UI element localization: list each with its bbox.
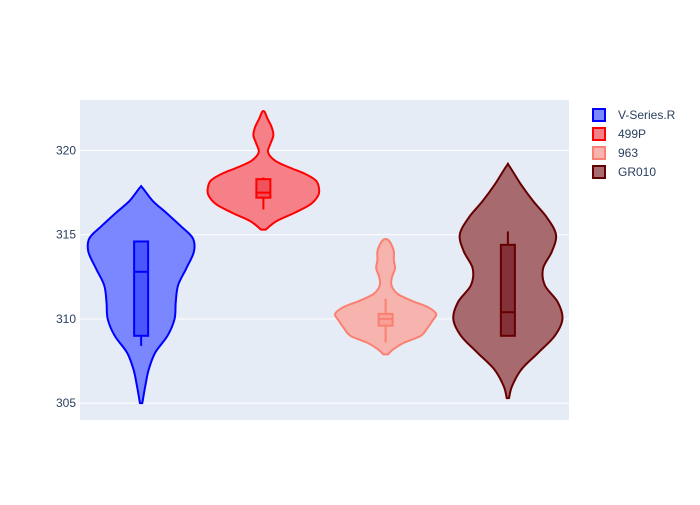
violin-box	[499, 243, 516, 337]
legend-item-1[interactable]: 499P	[592, 127, 646, 141]
violins	[86, 109, 564, 405]
y-axis-ticks: 305 310 315 320	[56, 144, 76, 411]
legend-label: GR010	[618, 165, 656, 179]
legend-label: 963	[618, 146, 638, 160]
y-tick-label: 305	[56, 396, 76, 410]
legend: V-Series.R 499P 963 GR010	[592, 108, 676, 179]
legend-swatch	[592, 108, 606, 122]
violin-1[interactable]	[206, 109, 321, 231]
violin-box	[255, 178, 272, 199]
y-tick-label: 320	[56, 144, 76, 158]
violin-box	[133, 240, 150, 337]
legend-swatch	[592, 127, 606, 141]
violin-3[interactable]	[452, 162, 564, 400]
legend-label: 499P	[618, 127, 646, 141]
legend-label: V-Series.R	[618, 108, 676, 122]
legend-item-2[interactable]: 963	[592, 146, 638, 160]
violin-body	[206, 109, 321, 231]
legend-swatch	[592, 146, 606, 160]
y-tick-label: 310	[56, 312, 76, 326]
violin-2[interactable]	[334, 238, 438, 356]
y-tick-label: 315	[56, 228, 76, 242]
violin-0[interactable]	[86, 184, 196, 405]
legend-item-3[interactable]: GR010	[592, 165, 656, 179]
legend-swatch	[592, 165, 606, 179]
violin-body	[334, 238, 438, 356]
legend-item-0[interactable]: V-Series.R	[592, 108, 676, 122]
